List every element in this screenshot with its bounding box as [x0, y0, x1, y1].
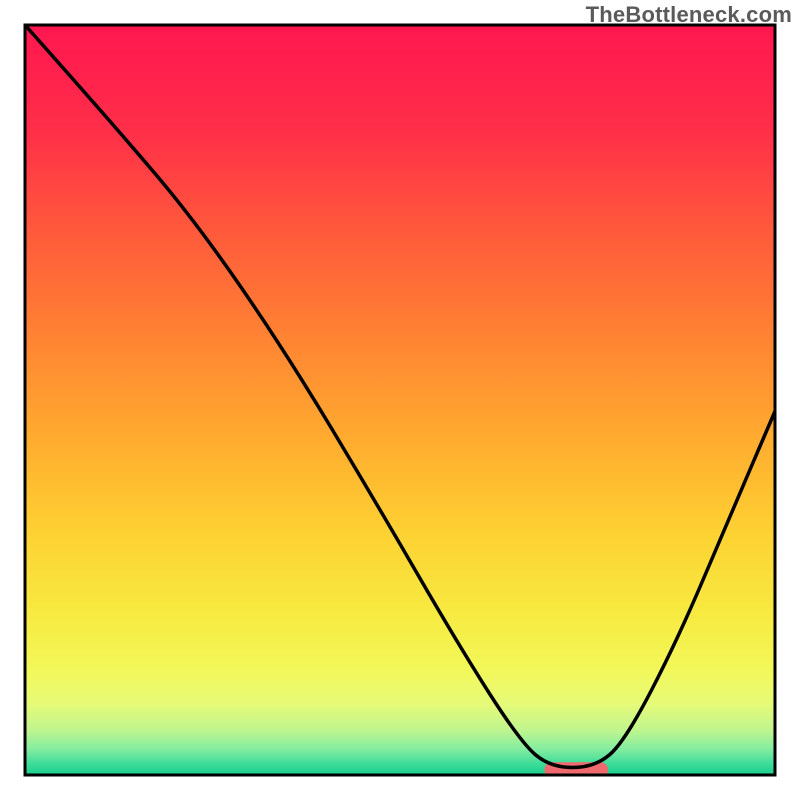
chart-svg [0, 0, 800, 800]
gradient-background [25, 25, 775, 775]
bottleneck-chart: TheBottleneck.com [0, 0, 800, 800]
